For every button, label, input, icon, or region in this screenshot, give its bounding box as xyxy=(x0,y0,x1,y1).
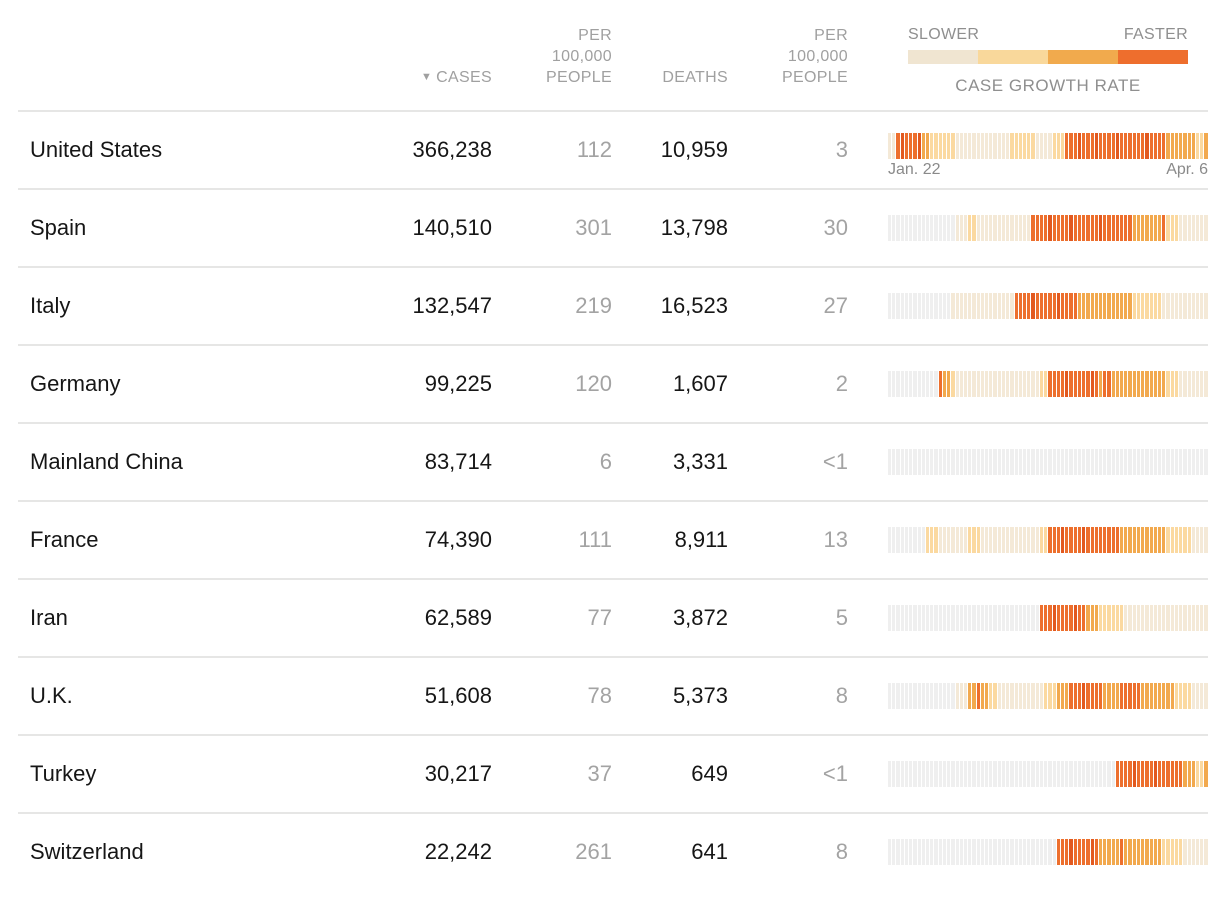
legend-swatch xyxy=(978,50,1048,65)
legend-faster-label: FASTER xyxy=(1123,26,1188,44)
deaths-value: 16,523 xyxy=(660,293,728,319)
table-row: Italy 132,547 219 16,523 27 xyxy=(18,266,1208,344)
country-name: Mainland China xyxy=(30,449,183,475)
growth-rate-heatmap xyxy=(888,839,1208,866)
deaths-per-100k-value: 2 xyxy=(835,371,848,397)
growth-rate-heatmap xyxy=(888,761,1208,788)
growth-rate-heatmap xyxy=(888,449,1208,476)
country-name: Germany xyxy=(30,371,121,397)
per-100k-line: PER xyxy=(578,27,612,44)
country-name: U.K. xyxy=(30,683,73,709)
table-row: Mainland China 83,714 6 3,331 <1 xyxy=(18,422,1208,500)
table-row: U.K. 51,608 78 5,373 8 xyxy=(18,656,1208,734)
legend-slower-label: SLOWER xyxy=(908,26,980,44)
growth-rate-heatmap xyxy=(888,215,1208,242)
legend-swatch xyxy=(1118,50,1188,65)
growth-rate-heatmap xyxy=(888,293,1208,320)
cases-per-100k-value: 120 xyxy=(575,371,612,397)
per-100k-line: PEOPLE xyxy=(782,68,848,86)
cases-value: 366,238 xyxy=(412,137,492,163)
per-100k-line: 100,000 xyxy=(787,47,848,65)
cases-per-100k-value: 261 xyxy=(575,839,612,865)
cases-value: 74,390 xyxy=(424,527,492,553)
legend-swatch xyxy=(1048,50,1118,65)
deaths-per-100k-value: <1 xyxy=(822,761,848,787)
table-row: Switzerland 22,242 261 641 8 xyxy=(18,812,1208,890)
country-name: Turkey xyxy=(30,761,97,787)
legend-color-scale xyxy=(908,50,1188,65)
cases-value: 30,217 xyxy=(424,761,492,787)
cases-per-100k-value: 111 xyxy=(578,527,612,553)
deaths-header-label: DEATHS xyxy=(662,68,728,86)
deaths-value: 649 xyxy=(691,761,728,787)
deaths-per-100k-value: <1 xyxy=(822,449,848,475)
deaths-per-100k-value: 27 xyxy=(823,293,848,319)
table-row: United States 366,238 112 10,959 3 Jan. … xyxy=(18,110,1208,188)
cases-per-100k-value: 6 xyxy=(599,449,612,475)
date-end-label: Apr. 6 xyxy=(1166,161,1208,179)
deaths-per-100k-value: 5 xyxy=(835,605,848,631)
column-header-cases[interactable]: ▼ CASES xyxy=(342,68,492,111)
cases-value: 62,589 xyxy=(424,605,492,631)
growth-rate-heatmap xyxy=(888,371,1208,398)
column-header-cases-per-100k[interactable]: PER 100,000 PEOPLE xyxy=(492,26,612,110)
deaths-value: 3,331 xyxy=(672,449,728,475)
country-name: Iran xyxy=(30,605,68,631)
cases-per-100k-value: 77 xyxy=(587,605,612,631)
country-name: Spain xyxy=(30,215,87,241)
table-header: ▼ CASES PER 100,000 PEOPLE DEATHS PER 100… xyxy=(18,0,1208,110)
cases-value: 51,608 xyxy=(424,683,492,709)
table-row: Spain 140,510 301 13,798 30 xyxy=(18,188,1208,266)
cases-per-100k-value: 301 xyxy=(575,215,612,241)
growth-rate-legend: SLOWER FASTER CASE GROWTH RATE xyxy=(888,26,1208,110)
column-header-deaths-per-100k[interactable]: PER 100,000 PEOPLE xyxy=(728,26,848,110)
deaths-per-100k-value: 13 xyxy=(823,527,848,553)
deaths-per-100k-value: 8 xyxy=(835,839,848,865)
column-header-deaths[interactable]: DEATHS xyxy=(612,68,728,111)
deaths-per-100k-value: 8 xyxy=(835,683,848,709)
growth-rate-heatmap xyxy=(888,527,1208,554)
growth-rate-heatmap xyxy=(888,133,1208,160)
table-row: Turkey 30,217 37 649 <1 xyxy=(18,734,1208,812)
cases-value: 99,225 xyxy=(424,371,492,397)
cases-value: 140,510 xyxy=(412,215,492,241)
date-start-label: Jan. 22 xyxy=(888,161,941,179)
table-row: France 74,390 111 8,911 13 xyxy=(18,500,1208,578)
growth-rate-heatmap xyxy=(888,605,1208,632)
deaths-value: 8,911 xyxy=(674,527,728,553)
cases-value: 22,242 xyxy=(424,839,492,865)
deaths-value: 641 xyxy=(691,839,728,865)
deaths-value: 13,798 xyxy=(660,215,728,241)
table-row: Iran 62,589 77 3,872 5 xyxy=(18,578,1208,656)
legend-title: CASE GROWTH RATE xyxy=(955,76,1141,96)
cases-value: 83,714 xyxy=(424,449,492,475)
country-name: France xyxy=(30,527,99,553)
cases-per-100k-value: 37 xyxy=(587,761,612,787)
cases-per-100k-value: 112 xyxy=(576,137,612,163)
cases-value: 132,547 xyxy=(412,293,492,319)
cases-per-100k-value: 219 xyxy=(575,293,612,319)
country-name: Switzerland xyxy=(30,839,144,865)
per-100k-line: PEOPLE xyxy=(546,68,612,86)
cases-per-100k-value: 78 xyxy=(587,683,612,709)
table-row: Germany 99,225 120 1,607 2 xyxy=(18,344,1208,422)
per-100k-line: PER xyxy=(814,27,848,44)
country-name: Italy xyxy=(30,293,71,319)
deaths-per-100k-value: 3 xyxy=(835,137,848,163)
deaths-value: 5,373 xyxy=(672,683,728,709)
deaths-value: 3,872 xyxy=(672,605,728,631)
deaths-value: 10,959 xyxy=(660,137,728,163)
deaths-value: 1,607 xyxy=(672,371,728,397)
sort-descending-icon: ▼ xyxy=(420,70,433,83)
growth-rate-heatmap xyxy=(888,683,1208,710)
country-name: United States xyxy=(30,137,163,163)
deaths-per-100k-value: 30 xyxy=(823,215,848,241)
cases-header-label: CASES xyxy=(436,68,492,86)
legend-swatch xyxy=(908,50,978,65)
per-100k-line: 100,000 xyxy=(551,47,612,65)
